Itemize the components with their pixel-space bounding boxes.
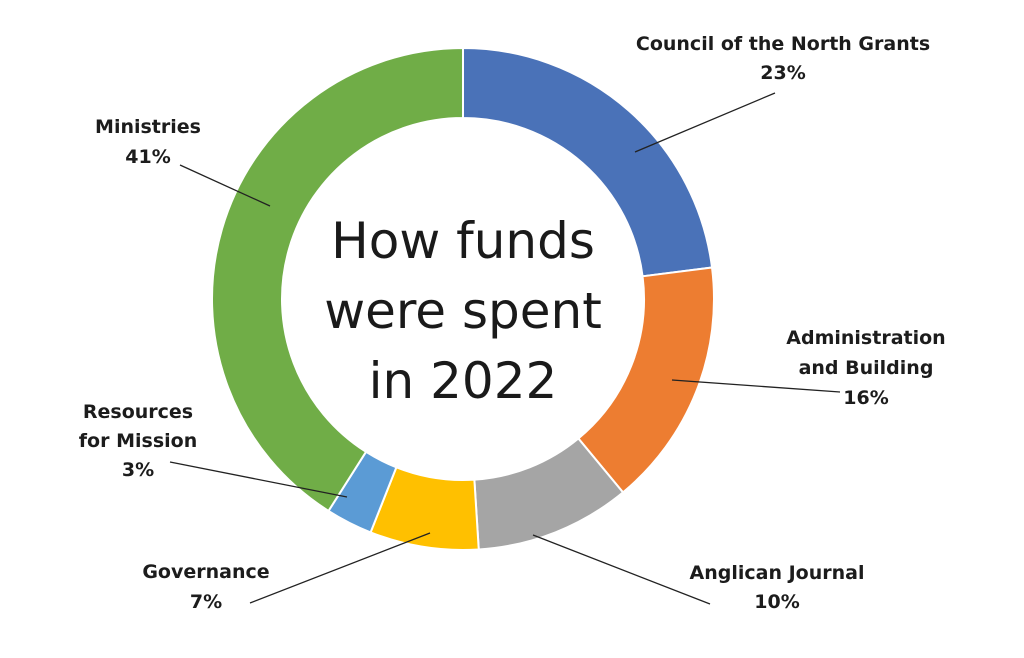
leader-line-3 xyxy=(249,532,431,604)
leader-lines xyxy=(169,92,841,605)
slice-percent-3: 7% xyxy=(190,591,222,613)
center-title-line-3: in 2022 xyxy=(369,352,558,410)
leader-line-2 xyxy=(532,534,711,605)
leader-line-5 xyxy=(179,164,271,207)
slice-label-4-line-0: Resources xyxy=(83,401,193,423)
leader-line-1 xyxy=(671,379,841,393)
slice-percent-0: 23% xyxy=(760,62,805,84)
slice-percent-4: 3% xyxy=(122,459,154,481)
center-title: How funds were spent in 2022 xyxy=(324,212,602,410)
slice-label-5-line-0: Ministries xyxy=(95,116,201,138)
center-title-line-1: How funds xyxy=(331,212,595,270)
center-title-line-2: were spent xyxy=(324,282,602,340)
donut-slices xyxy=(211,46,715,551)
slice-label-2-line-0: Anglican Journal xyxy=(690,562,865,584)
leader-line-0 xyxy=(634,92,776,153)
slice-label-3-line-0: Governance xyxy=(142,561,269,583)
slice-label-4-line-1: for Mission xyxy=(79,430,197,452)
slice-percent-2: 10% xyxy=(754,591,799,613)
slice-label-1-line-1: and Building xyxy=(799,357,934,379)
slice-percent-1: 16% xyxy=(843,387,888,409)
slice-labels: Council of the North Grants 23% Administra… xyxy=(79,33,946,613)
slice-label-1-line-0: Administration xyxy=(786,327,945,349)
slice-label-0-line-0: Council of the North Grants xyxy=(636,33,930,55)
donut-slice-5 xyxy=(211,46,464,513)
slice-percent-5: 41% xyxy=(125,146,170,168)
leader-line-4 xyxy=(169,461,348,498)
